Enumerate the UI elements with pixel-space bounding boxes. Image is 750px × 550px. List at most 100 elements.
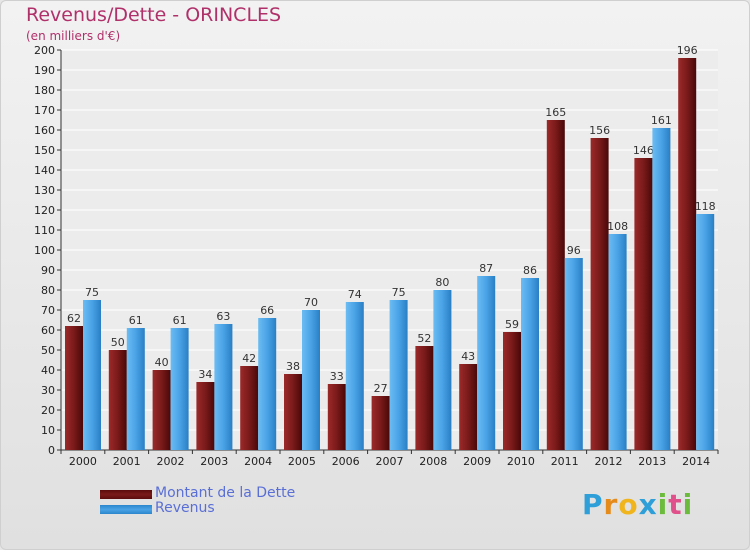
x-tick-label: 2003 (200, 455, 228, 468)
data-label-dette: 146 (633, 144, 654, 157)
bar-revenus (345, 302, 364, 450)
bar-dette (240, 366, 259, 450)
y-tick-label: 130 (34, 184, 55, 197)
x-tick-label: 2014 (682, 455, 710, 468)
y-tick-label: 30 (41, 384, 55, 397)
bar-dette (415, 346, 434, 450)
data-label-dette: 156 (589, 124, 610, 137)
data-label-revenus: 118 (695, 200, 716, 213)
data-label-dette: 40 (155, 356, 169, 369)
chart-subtitle: (en milliers d'€) (26, 29, 121, 43)
bar-dette (196, 382, 215, 450)
x-tick-label: 2013 (638, 455, 666, 468)
y-tick-label: 70 (41, 304, 55, 317)
data-label-revenus: 96 (567, 244, 581, 257)
x-tick-label: 2008 (419, 455, 447, 468)
bar-revenus (126, 328, 145, 450)
bar-revenus (170, 328, 189, 450)
y-tick-label: 140 (34, 164, 55, 177)
data-label-revenus: 108 (607, 220, 628, 233)
data-label-revenus: 63 (216, 310, 230, 323)
x-tick-label: 2012 (595, 455, 623, 468)
y-tick-label: 150 (34, 144, 55, 157)
data-label-dette: 43 (461, 350, 475, 363)
x-tick-label: 2004 (244, 455, 272, 468)
data-label-dette: 196 (677, 44, 698, 57)
data-label-dette: 62 (67, 312, 81, 325)
bar-revenus (302, 310, 320, 450)
y-tick-label: 20 (41, 404, 55, 417)
data-label-revenus: 87 (479, 262, 493, 275)
bar-revenus (652, 128, 671, 450)
data-label-dette: 42 (242, 352, 256, 365)
bar-dette (459, 364, 478, 450)
data-label-dette: 33 (330, 370, 344, 383)
data-label-revenus: 80 (435, 276, 449, 289)
legend-label-dette: Montant de la Dette (155, 485, 296, 501)
data-label-revenus: 86 (523, 264, 537, 277)
legend-swatch-revenus (100, 505, 152, 514)
y-tick-label: 80 (41, 284, 55, 297)
y-tick-label: 0 (48, 444, 55, 457)
y-tick-label: 60 (41, 324, 55, 337)
bar-revenus (608, 234, 627, 450)
bar-revenus (389, 300, 408, 450)
bar-revenus (433, 290, 452, 450)
y-tick-label: 180 (34, 84, 55, 97)
y-tick-label: 120 (34, 204, 55, 217)
bar-revenus (258, 318, 277, 450)
bar-revenus (521, 278, 539, 450)
bar-revenus (564, 258, 583, 450)
x-tick-label: 2011 (551, 455, 579, 468)
chart-title: Revenus/Dette - ORINCLES (26, 4, 282, 26)
y-tick-label: 200 (34, 44, 55, 57)
y-tick-label: 190 (34, 64, 55, 77)
data-label-dette: 34 (198, 368, 212, 381)
bar-revenus (83, 300, 101, 450)
bar-dette (678, 58, 697, 450)
y-tick-label: 110 (34, 224, 55, 237)
legend-swatch-dette (100, 490, 152, 499)
y-tick-label: 100 (34, 244, 55, 257)
bar-dette (327, 384, 346, 450)
data-label-dette: 165 (545, 106, 566, 119)
legend-label-revenus: Revenus (155, 500, 215, 516)
y-tick-label: 40 (41, 364, 55, 377)
y-tick-label: 10 (41, 424, 55, 437)
data-label-dette: 27 (374, 382, 388, 395)
x-tick-label: 2002 (157, 455, 185, 468)
x-tick-label: 2010 (507, 455, 535, 468)
data-label-dette: 38 (286, 360, 300, 373)
bar-revenus (214, 324, 233, 450)
x-tick-label: 2005 (288, 455, 316, 468)
data-label-revenus: 61 (129, 314, 143, 327)
x-tick-label: 2007 (376, 455, 404, 468)
bar-dette (108, 350, 127, 450)
bar-revenus (696, 214, 715, 450)
data-label-revenus: 75 (392, 286, 406, 299)
data-label-dette: 59 (505, 318, 519, 331)
x-tick-label: 2006 (332, 455, 360, 468)
bar-revenus (477, 276, 496, 450)
y-tick-label: 50 (41, 344, 55, 357)
data-label-revenus: 70 (304, 296, 318, 309)
y-tick-label: 170 (34, 104, 55, 117)
bar-dette (546, 120, 565, 450)
bar-dette (634, 158, 653, 450)
x-tick-label: 2009 (463, 455, 491, 468)
bar-dette (590, 138, 609, 450)
bar-dette (65, 326, 83, 450)
data-label-dette: 50 (111, 336, 125, 349)
proxiti-logo: Proxiti (582, 488, 694, 521)
data-label-revenus: 66 (260, 304, 274, 317)
x-tick-label: 2001 (113, 455, 141, 468)
data-label-revenus: 75 (85, 286, 99, 299)
bar-dette (371, 396, 390, 450)
bar-dette (284, 374, 302, 450)
y-tick-label: 160 (34, 124, 55, 137)
data-label-dette: 52 (417, 332, 431, 345)
bar-dette (152, 370, 171, 450)
data-label-revenus: 61 (173, 314, 187, 327)
y-tick-label: 90 (41, 264, 55, 277)
